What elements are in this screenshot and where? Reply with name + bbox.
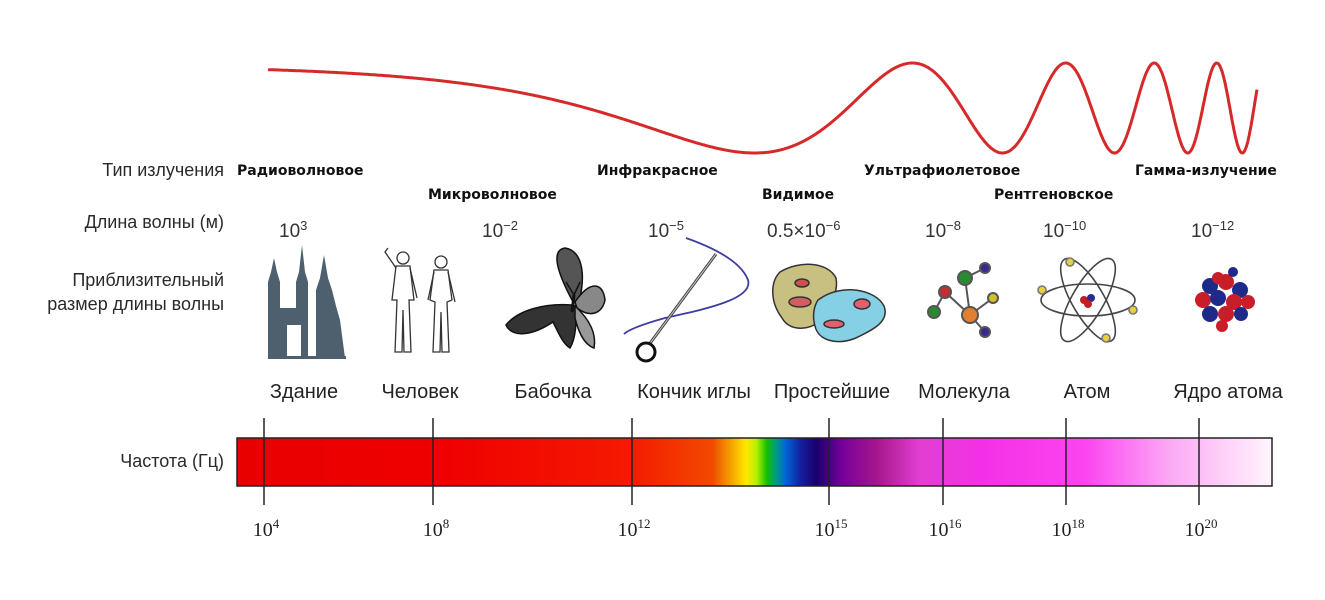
- frequency-value: 1016: [928, 516, 962, 541]
- frequency-value: 1020: [1184, 516, 1218, 541]
- type-radio: Радиоволновое: [237, 163, 364, 179]
- object-protozoa: Простейшие: [773, 381, 891, 403]
- humans-icon: [384, 247, 456, 353]
- frequency-value: 1012: [617, 516, 651, 541]
- object-needle-tip: Кончик иглы: [637, 381, 751, 403]
- building-icon: [268, 245, 346, 359]
- object-molecule: Молекула: [918, 381, 1010, 403]
- spectrum-bar: [236, 437, 1273, 487]
- wavelength-value: 103: [279, 218, 308, 242]
- wavelength-value: 10−10: [1043, 218, 1087, 242]
- frequency-value: 104: [252, 516, 280, 541]
- wavelength-value: 10−12: [1191, 218, 1235, 242]
- label-frequency: Частота (Гц): [120, 451, 224, 471]
- wavelength-value: 10−8: [925, 218, 961, 242]
- object-human: Человек: [381, 381, 459, 403]
- wavelength-value: 0.5×10−6: [767, 218, 841, 242]
- atom-icon: [1037, 257, 1138, 343]
- frequency-value: 1015: [814, 516, 848, 541]
- type-xray: Рентгеновское: [994, 187, 1114, 203]
- type-ultraviolet: Ультрафиолетовое: [864, 163, 1021, 179]
- object-butterfly: Бабочка: [514, 381, 592, 403]
- wave-curve: [267, 61, 1259, 155]
- type-microwave: Микроволновое: [428, 187, 557, 203]
- frequency-ticks: [263, 418, 1200, 505]
- label-approx-size: Приблизительный размер длины волны: [47, 270, 224, 314]
- type-gamma: Гамма-излучение: [1135, 163, 1277, 179]
- wavelength-value: 10−2: [482, 218, 518, 242]
- frequency-value: 1018: [1051, 516, 1085, 541]
- label-radiation-type: Тип излучения: [102, 160, 224, 180]
- butterfly-icon: [505, 247, 606, 350]
- nucleus-icon: [1195, 267, 1255, 332]
- needle-icon: [623, 237, 750, 363]
- object-building: Здание: [269, 381, 339, 403]
- protozoa-icon: [772, 263, 886, 343]
- molecule-icon: [927, 262, 999, 338]
- type-infrared: Инфракрасное: [597, 163, 718, 179]
- frequency-value: 108: [422, 516, 450, 541]
- object-nucleus: Ядро атома: [1173, 381, 1283, 403]
- object-atom: Атом: [1063, 381, 1111, 403]
- wavelength-value: 10−5: [648, 218, 684, 242]
- label-wavelength: Длина волны (м): [84, 212, 224, 232]
- type-visible: Видимое: [762, 187, 835, 203]
